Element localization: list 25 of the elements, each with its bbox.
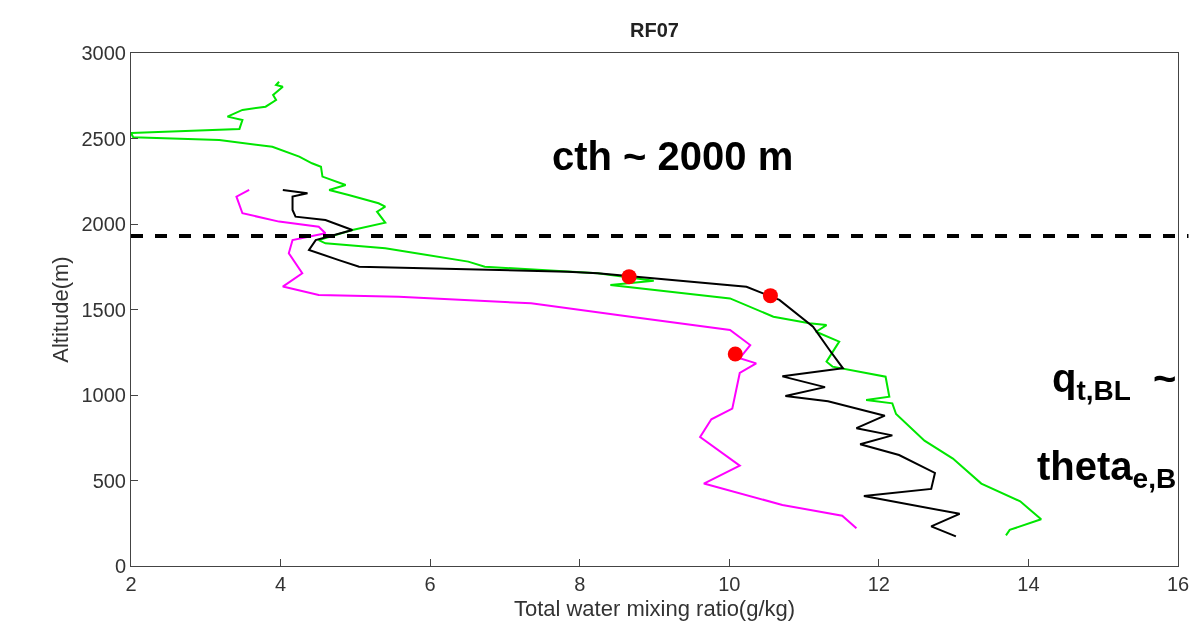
y-tick-label: 1500 [81,298,126,321]
x-tick-label: 8 [574,573,586,595]
y-axis-title: Altitude(m) [48,256,74,363]
point [727,346,743,362]
y-tick-label: 500 [92,469,126,492]
point [762,288,778,304]
x-tick-label: 10 [718,573,741,595]
chart-title: RF07 [630,19,679,41]
y-tick-label: 0 [114,555,126,577]
x-tick-label: 16 [1166,573,1190,595]
annotation: cth ~ 2000 m [552,134,794,178]
y-tick-label: 2500 [81,127,126,150]
x-tick-label: 2 [125,573,137,595]
x-axis-title: Total water mixing ratio(g/kg) [513,595,796,621]
x-tick-label: 4 [275,573,287,595]
x-tick-label: 12 [867,573,890,595]
x-tick-label: 6 [424,573,436,595]
y-tick-label: 3000 [81,42,126,64]
y-tick-label: 2000 [81,213,126,235]
annotation: q$_{t,BL}$ ~ [1052,356,1177,407]
x-tick-label: 14 [1017,573,1040,595]
annotation: theta$_{e,B}$ [1037,444,1177,495]
line-series [235,188,858,530]
point [621,269,637,285]
y-tick-label: 1000 [81,384,126,406]
